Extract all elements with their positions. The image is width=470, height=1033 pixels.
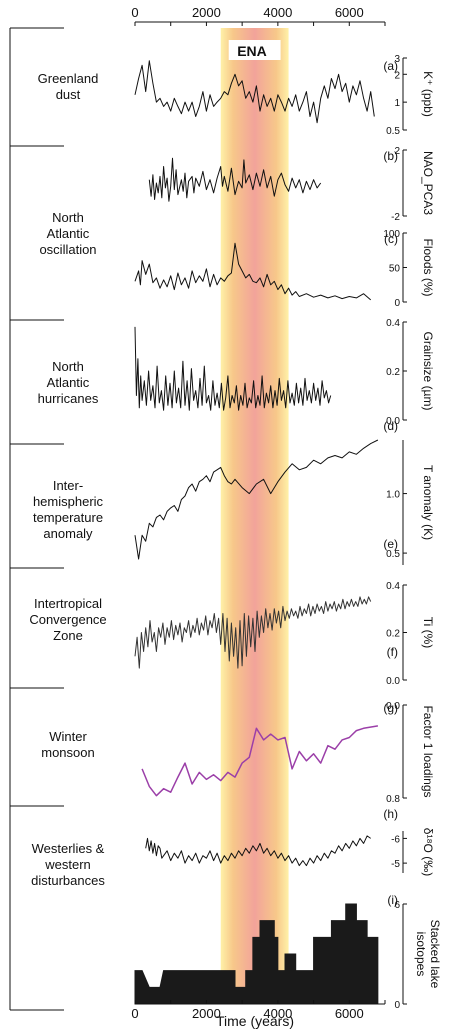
x-tick-label: 2000 (192, 1006, 221, 1021)
x-tick-label: 0 (131, 5, 138, 20)
y-tick-label: 100 (383, 229, 400, 240)
panel-id: (i) (387, 893, 398, 907)
y-tick-label: -6 (391, 834, 400, 845)
y-tick-label: 0.5 (386, 126, 400, 137)
category-label: Winter monsoon (41, 729, 95, 760)
category-label: Inter- hemispheric temperature anomaly (32, 478, 104, 541)
y-tick-label: 0.8 (386, 794, 400, 805)
y-tick-label: 2 (394, 146, 400, 157)
x-tick-label: 2000 (192, 5, 221, 20)
category-label: North Atlantic hurricanes (37, 359, 99, 406)
y-axis-label: K⁺ (ppb) (421, 71, 435, 117)
x-axis-label: Time (years) (216, 1013, 294, 1029)
x-tick-label: 6000 (335, 1006, 364, 1021)
y-axis-label: T anomaly (K) (421, 465, 435, 540)
series-line (134, 60, 375, 124)
y-tick-label: 0.4 (386, 581, 400, 592)
category-label: Intertropical Convergence Zone (29, 596, 107, 643)
panel-id: (a) (383, 59, 398, 73)
y-tick-label: -5 (391, 859, 400, 870)
y-tick-label: 0.5 (386, 549, 400, 560)
y-tick-label: 0.0 (386, 701, 400, 712)
y-axis-label: δ¹⁸O (‰) (421, 828, 435, 876)
y-tick-label: 0.0 (386, 676, 400, 687)
series-line (134, 242, 372, 301)
y-tick-label: 3 (394, 54, 400, 65)
panel-id: (f) (387, 645, 398, 659)
panel-id: (d) (383, 419, 398, 433)
category-label: Greenland dust (37, 71, 99, 102)
y-tick-label: 0 (394, 298, 400, 309)
series-line (134, 439, 379, 560)
y-tick-label: 0 (394, 1000, 400, 1011)
panel-id: (b) (383, 149, 398, 163)
y-tick-label: 0.0 (386, 416, 400, 427)
y-tick-label: 0.2 (386, 629, 400, 640)
series-line (145, 835, 371, 867)
panel-id: (g) (383, 701, 398, 715)
y-tick-label: -2 (391, 212, 400, 223)
x-tick-label: 4000 (263, 1006, 292, 1021)
x-tick-label: 0 (131, 1006, 138, 1021)
panel-id: (c) (384, 232, 398, 246)
y-axis-label: NAO_PCA3 (421, 151, 435, 215)
y-tick-label: 1 (394, 98, 400, 109)
x-tick-label: 4000 (263, 5, 292, 20)
y-tick-label: 6 (394, 900, 400, 911)
series-line (141, 725, 379, 797)
category-label: North Atlantic oscillation (39, 210, 97, 257)
y-axis-label: Ti (%) (421, 617, 435, 649)
y-tick-label: 0.4 (386, 318, 400, 329)
y-axis-label: Grainsize (µm) (421, 332, 435, 411)
panel-id: (e) (383, 537, 398, 551)
ena-label: ENA (237, 43, 267, 59)
y-tick-label: 50 (389, 264, 401, 275)
ena-band (220, 28, 289, 1001)
y-axis-label: Factor 1 loadings (421, 705, 435, 797)
y-axis-label: Floods (%) (421, 238, 435, 296)
series-area (134, 903, 379, 1005)
series-line (134, 326, 332, 411)
y-axis-label: Stacked lakeisotopes (414, 920, 442, 989)
series-line (134, 596, 372, 669)
y-tick-label: 1.0 (386, 490, 400, 501)
category-label: Westerlies & western disturbances (31, 841, 105, 888)
y-tick-label: 2 (394, 70, 400, 81)
ena-label-box (228, 40, 281, 60)
panel-id: (h) (383, 807, 398, 821)
series-line (148, 157, 322, 202)
y-tick-label: 0.2 (386, 367, 400, 378)
x-tick-label: 6000 (335, 5, 364, 20)
